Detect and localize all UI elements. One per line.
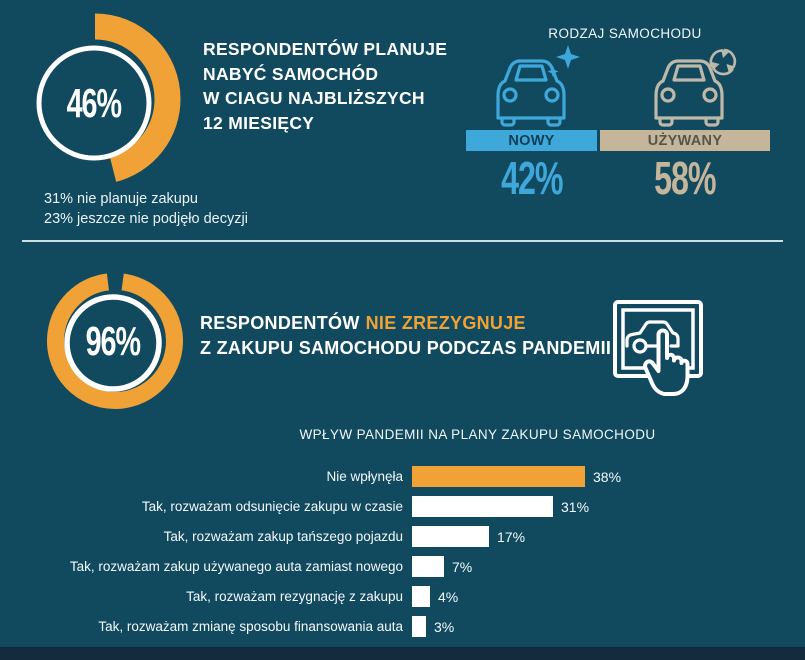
car-headlight-right	[702, 87, 718, 103]
bar-value: 31%	[561, 498, 590, 515]
bar-value: 38%	[593, 468, 622, 485]
bar-row: Tak, rozważam zakup tańszego pojazdu 17%	[0, 526, 805, 547]
car-type-bar-used-label: UŻYWANY	[647, 132, 723, 149]
tap-screen-car-icon	[613, 300, 703, 396]
car-type-heading: RODZAJ SAMOCHODU	[548, 26, 702, 41]
headline-line: NABYĆ SAMOCHÓD	[203, 63, 379, 84]
donut-arc-46	[9, 13, 181, 185]
bar-value: 4%	[438, 588, 459, 605]
bar-chart: Nie wpłynęła 38% Tak, rozważam odsunięci…	[0, 466, 805, 646]
bar-label: Tak, rozważam zakup tańszego pojazdu	[163, 529, 403, 544]
bar-label: Tak, rozważam zakup używanego auta zamia…	[69, 559, 403, 574]
donut-inner-ring	[36, 45, 152, 161]
bar-row: Tak, rozważam rezygnację z zakupu 4%	[0, 586, 805, 607]
headline-white-part: RESPONDENTÓW	[200, 313, 360, 333]
car-foot-left	[658, 116, 674, 127]
bar	[412, 616, 426, 637]
note-line: 23% jeszcze nie podjęło decyzji	[44, 211, 248, 227]
car-type-bar-used: UŻYWANY	[600, 130, 770, 151]
section-divider	[22, 240, 783, 242]
headline-line: RESPONDENTÓW NIE ZREZYGNUJE	[200, 311, 611, 336]
car-foot-left	[500, 116, 516, 127]
headline-line: W CIAGU NAJBLIŻSZYCH	[203, 88, 425, 108]
headline-orange-part: NIE ZREZYGNUJE	[365, 313, 526, 333]
donut-chart-96	[47, 273, 183, 409]
car-headlight-left	[660, 87, 676, 103]
donut-arc-96	[47, 273, 183, 409]
car-type-value-new: 42%	[500, 152, 563, 204]
bar-value: 3%	[434, 618, 455, 635]
new-car-sparkle-icon	[496, 45, 580, 127]
car-foot-right	[704, 116, 720, 127]
footer-band	[0, 647, 805, 660]
car-windshield	[672, 64, 706, 82]
donut-chart-46	[9, 13, 181, 185]
donut-inner-ring	[64, 294, 162, 392]
car-type-bar-new-label: NOWY	[508, 132, 555, 149]
bar-row: Tak, rozważam zmianę sposobu finansowani…	[0, 616, 805, 637]
section2-headline: RESPONDENTÓW NIE ZREZYGNUJE Z ZAKUPU SAMO…	[200, 311, 611, 361]
bar-label: Tak, rozważam rezygnację z zakupu	[186, 589, 403, 604]
bar	[412, 466, 585, 487]
headline-line: RESPONDENTÓW PLANUJE	[203, 39, 448, 59]
section1-headline: RESPONDENTÓW PLANUJE NABYĆ SAMOCHÓD W CI…	[203, 37, 447, 135]
bar	[412, 586, 430, 607]
donut-96-center-value: 96%	[85, 318, 141, 364]
bar-label: Tak, rozważam zmianę sposobu finansowani…	[98, 619, 403, 634]
headline-line: Z ZAKUPU SAMOCHODU PODCZAS PANDEMII	[200, 338, 612, 358]
bar-value: 17%	[497, 528, 526, 545]
bar-row: Tak, rozważam odsunięcie zakupu w czasie…	[0, 496, 805, 517]
donut-46-center-value: 46%	[66, 80, 122, 126]
used-car-recycle-icon	[654, 48, 737, 127]
car-headlight-right	[544, 87, 560, 103]
car-type-bar-new: NOWY	[466, 130, 597, 151]
section1-notes: 31% nie planuje zakupu 23% jeszcze nie p…	[44, 189, 248, 229]
car-windshield	[514, 64, 548, 82]
car-body	[654, 59, 724, 120]
bar-label: Tak, rozważam odsunięcie zakupu w czasie	[141, 499, 403, 514]
bar	[412, 526, 489, 547]
bar-row: Tak, rozważam zakup używanego auta zamia…	[0, 556, 805, 577]
bar-row: Nie wpłynęła 38%	[0, 466, 805, 487]
bar	[412, 496, 553, 517]
bar-value: 7%	[452, 558, 473, 575]
sparkle-icon	[547, 45, 580, 77]
car-foot-right	[546, 116, 562, 127]
bar-chart-title: WPŁYW PANDEMII NA PLANY ZAKUPU SAMOCHODU	[299, 427, 656, 442]
note-line: 31% nie planuje zakupu	[44, 191, 198, 207]
car-type-value-used: 58%	[654, 152, 716, 204]
car-silhouette	[625, 320, 680, 354]
bar-label: Nie wpłynęła	[326, 469, 403, 484]
bar	[412, 556, 444, 577]
recycle-icon	[709, 48, 737, 76]
car-headlight-left	[502, 87, 518, 103]
headline-line: 12 MIESIĘCY	[203, 112, 315, 133]
tap-hand-icon	[643, 328, 690, 396]
car-body	[496, 59, 566, 120]
